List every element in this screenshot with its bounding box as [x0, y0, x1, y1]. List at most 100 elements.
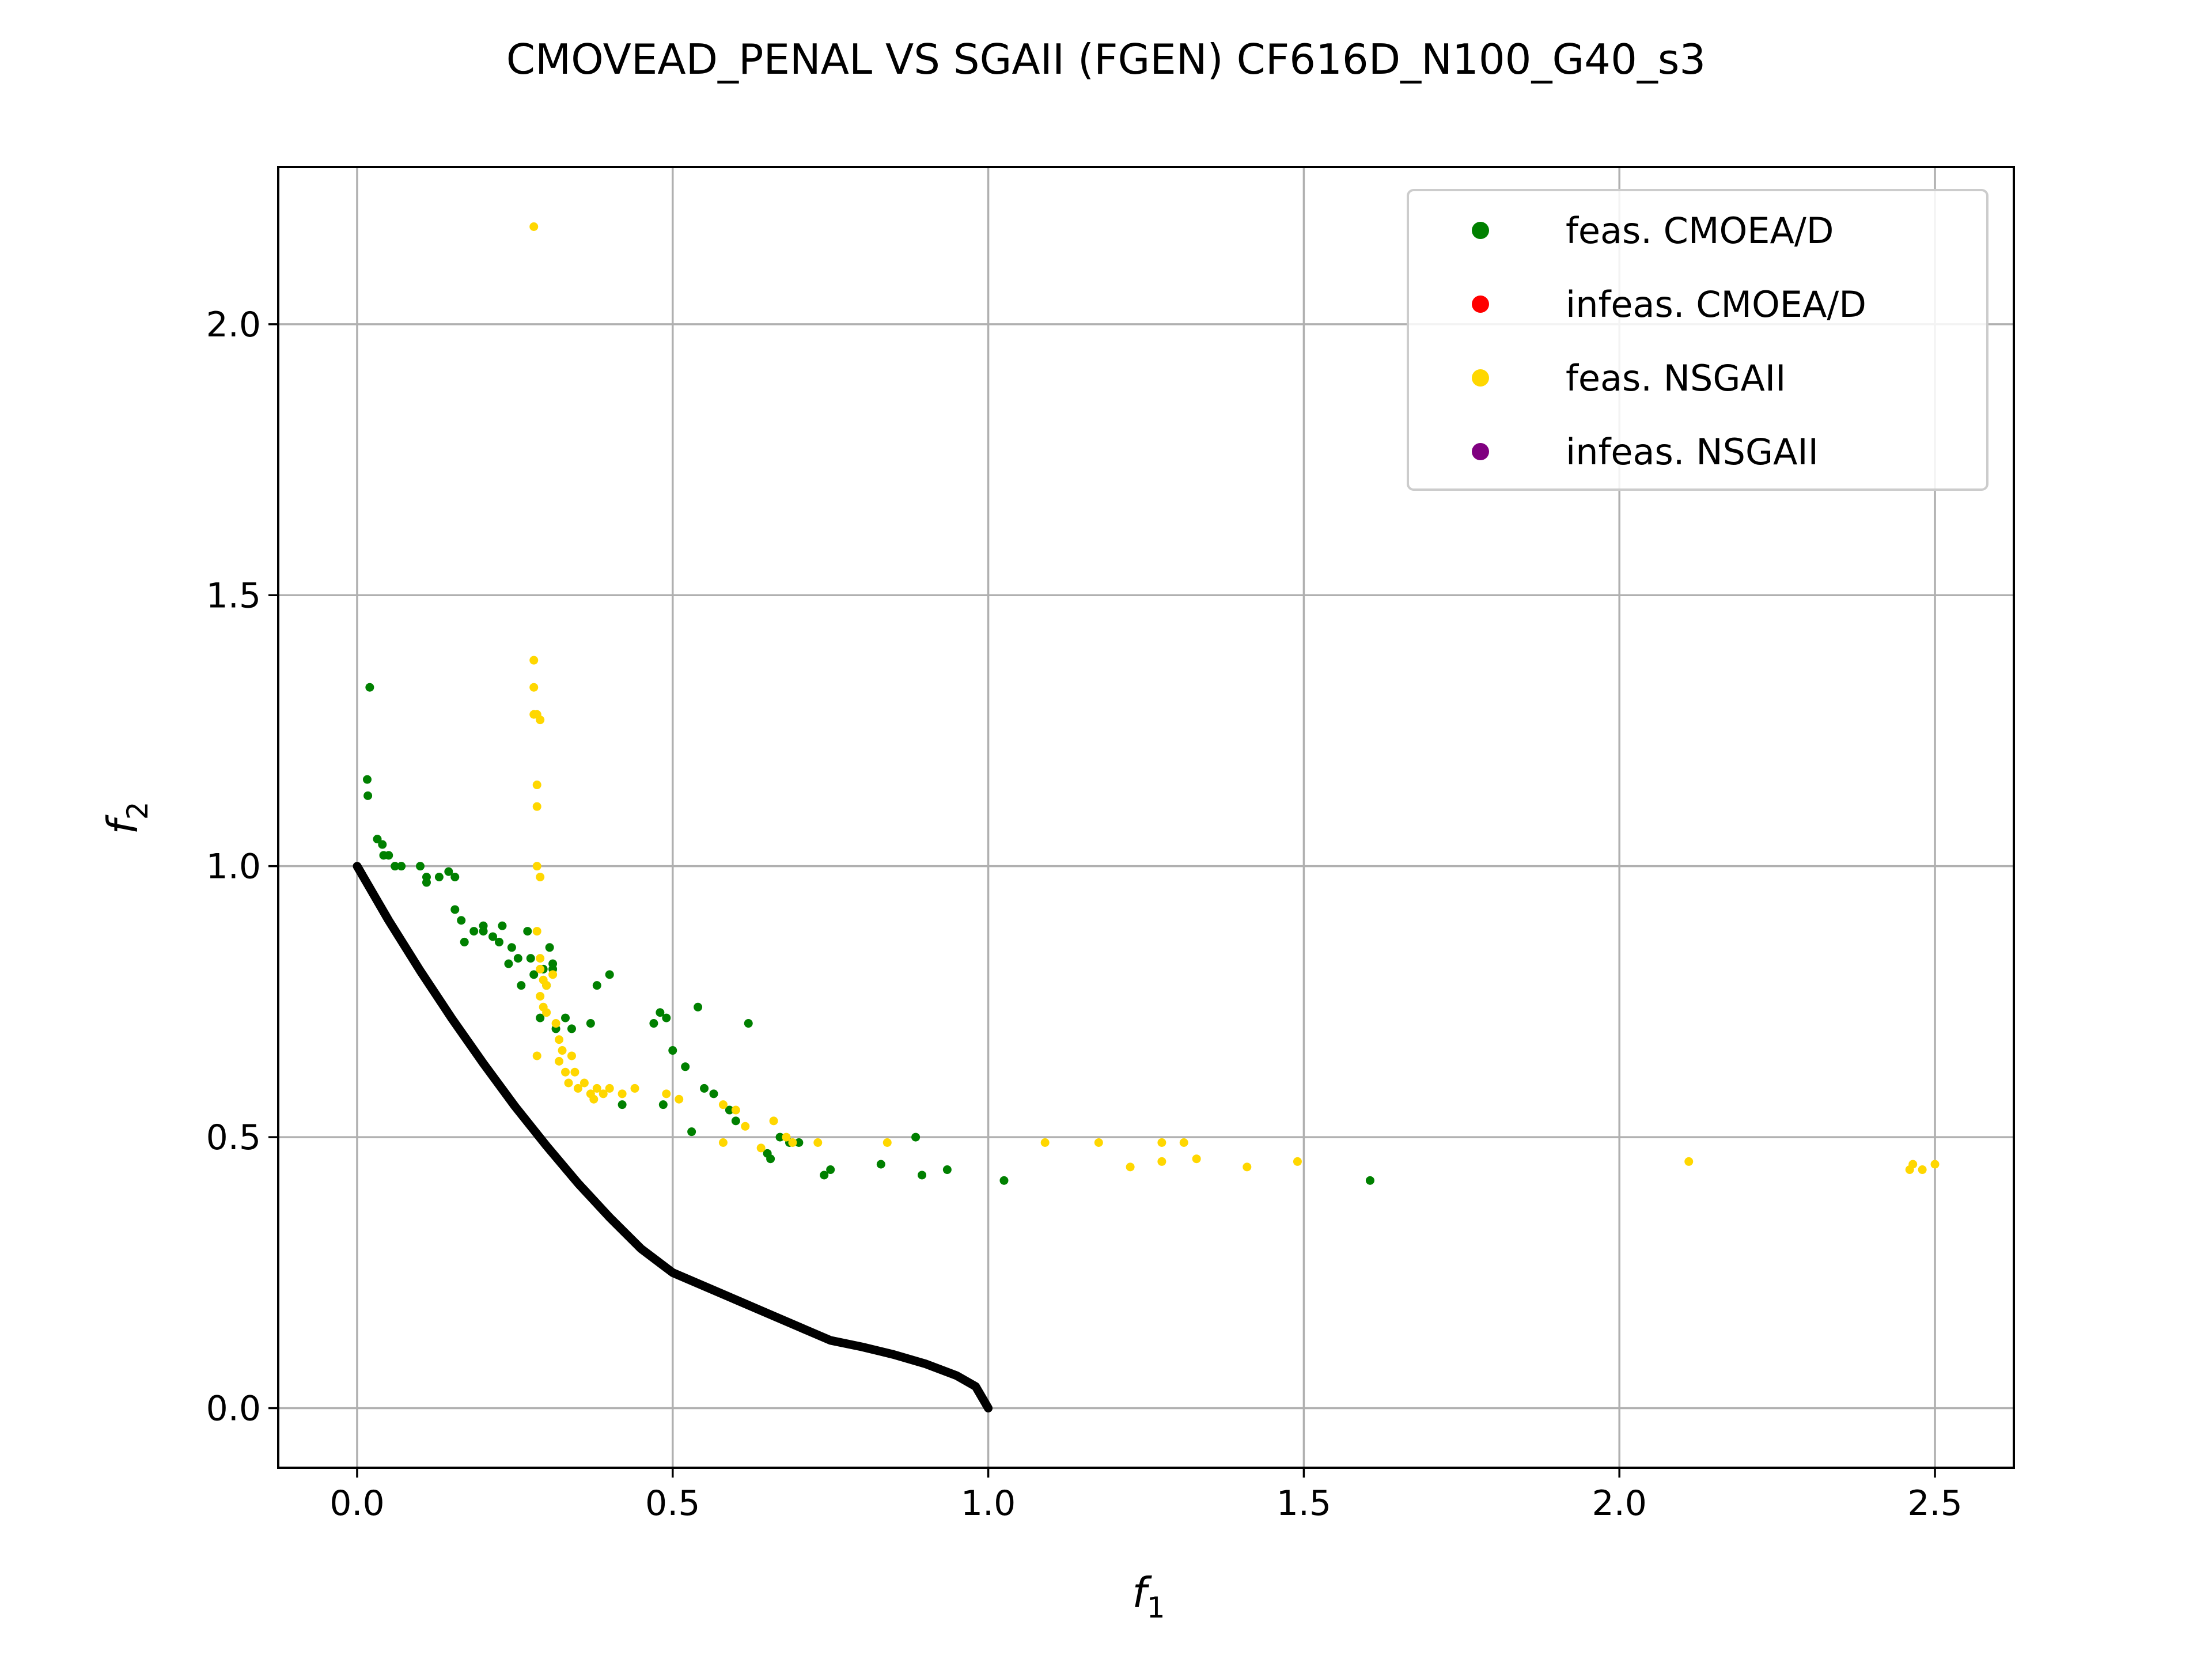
point-feas-cmoea-d — [999, 1176, 1009, 1185]
reference-front-point — [385, 916, 392, 924]
legend-frame — [1407, 189, 1988, 491]
reference-front-point — [922, 1360, 929, 1368]
point-feas-cmoea-d — [820, 1171, 829, 1180]
point-feas-nsgaii — [570, 1067, 579, 1077]
point-feas-cmoea-d — [422, 878, 431, 887]
reference-front-point — [972, 1382, 979, 1390]
point-feas-cmoea-d — [488, 932, 498, 941]
point-feas-cmoea-d — [567, 1024, 576, 1033]
reference-front-point — [795, 1323, 802, 1331]
reference-front-point — [858, 1343, 866, 1351]
point-feas-cmoea-d — [397, 862, 406, 871]
reference-front-point — [574, 1180, 582, 1187]
point-feas-cmoea-d — [378, 840, 387, 849]
point-feas-cmoea-d — [391, 862, 400, 871]
x-tick-label: 0.0 — [329, 1483, 384, 1524]
point-feas-cmoea-d — [709, 1089, 718, 1099]
y-axis: 0.0 0.5 1.0 1.5 2.0 — [206, 305, 278, 1429]
point-feas-nsgaii — [551, 1019, 560, 1028]
point-feas-cmoea-d — [918, 1171, 927, 1180]
point-feas-nsgaii — [536, 954, 545, 963]
point-feas-cmoea-d — [513, 954, 522, 963]
point-feas-cmoea-d — [731, 1116, 740, 1126]
point-feas-nsgaii — [536, 991, 545, 1001]
point-feas-cmoea-d — [605, 970, 614, 979]
point-feas-nsgaii — [564, 1078, 573, 1088]
point-feas-nsgaii — [630, 1084, 639, 1093]
reference-front-point — [700, 1282, 708, 1290]
point-feas-cmoea-d — [450, 872, 460, 881]
point-feas-cmoea-d — [457, 916, 466, 925]
point-feas-nsgaii — [529, 656, 539, 665]
point-feas-nsgaii — [573, 1084, 582, 1093]
point-feas-cmoea-d — [444, 867, 453, 876]
point-feas-cmoea-d — [700, 1084, 709, 1093]
legend-label: infeas. CMOEA/D — [1566, 283, 1866, 325]
reference-front-point — [984, 1404, 992, 1412]
point-feas-cmoea-d — [536, 1013, 545, 1022]
legend-label: feas. CMOEA/D — [1566, 210, 1834, 252]
point-feas-nsgaii — [605, 1084, 614, 1093]
point-feas-nsgaii — [529, 683, 539, 692]
point-feas-nsgaii — [741, 1122, 750, 1131]
point-feas-cmoea-d — [725, 1105, 734, 1115]
point-feas-nsgaii — [555, 1035, 564, 1044]
x-tick-label: 2.5 — [1907, 1483, 1962, 1524]
point-feas-cmoea-d — [794, 1138, 804, 1147]
point-feas-cmoea-d — [434, 872, 444, 881]
reference-front — [353, 862, 993, 1412]
point-feas-cmoea-d — [384, 851, 393, 860]
point-feas-cmoea-d — [469, 927, 479, 936]
point-feas-nsgaii — [592, 1084, 601, 1093]
data-points — [362, 222, 1940, 1185]
x-axis: 0.0 0.5 1.0 1.5 2.0 2.5 — [329, 1468, 1963, 1524]
point-feas-nsgaii — [1243, 1162, 1252, 1172]
point-feas-nsgaii — [532, 927, 541, 936]
point-feas-cmoea-d — [668, 1046, 677, 1055]
reference-front-point — [606, 1214, 613, 1221]
point-feas-nsgaii — [532, 781, 541, 790]
point-feas-cmoea-d — [450, 905, 460, 914]
point-feas-nsgaii — [718, 1138, 728, 1147]
legend: feas. CMOEA/D infeas. CMOEA/D feas. NSGAII… — [1407, 189, 1988, 491]
point-feas-nsgaii — [555, 1056, 564, 1066]
point-feas-nsgaii — [532, 862, 541, 871]
point-feas-nsgaii — [561, 1067, 570, 1077]
point-feas-cmoea-d — [1365, 1176, 1374, 1185]
point-feas-nsgaii — [813, 1138, 823, 1147]
chart-title: CMOVEAD_PENAL VS SGAII (FGEN) CF616D_N10… — [506, 35, 1706, 84]
point-feas-cmoea-d — [561, 1013, 570, 1022]
point-feas-nsgaii — [1179, 1138, 1188, 1147]
point-feas-nsgaii — [1126, 1162, 1135, 1172]
point-feas-cmoea-d — [826, 1165, 835, 1175]
reference-front-point — [890, 1351, 897, 1358]
point-feas-nsgaii — [1930, 1160, 1940, 1169]
point-feas-cmoea-d — [775, 1132, 785, 1142]
point-feas-cmoea-d — [362, 775, 372, 784]
point-feas-cmoea-d — [529, 970, 539, 979]
point-feas-cmoea-d — [662, 1013, 671, 1022]
reference-front-point — [953, 1372, 960, 1380]
point-feas-nsgaii — [558, 1046, 567, 1055]
point-feas-cmoea-d — [365, 683, 374, 692]
y-tick-label: 0.5 — [206, 1118, 261, 1158]
reference-front-point — [416, 967, 424, 975]
point-feas-nsgaii — [532, 802, 541, 811]
point-feas-nsgaii — [532, 1051, 541, 1060]
point-feas-cmoea-d — [548, 959, 558, 968]
point-feas-nsgaii — [782, 1132, 791, 1142]
point-feas-cmoea-d — [507, 943, 516, 952]
point-feas-nsgaii — [529, 222, 539, 231]
point-feas-nsgaii — [1684, 1157, 1694, 1166]
point-feas-cmoea-d — [545, 943, 554, 952]
reference-front-line — [353, 862, 993, 1412]
legend-label: feas. NSGAII — [1566, 357, 1786, 399]
point-feas-nsgaii — [1040, 1138, 1050, 1147]
point-feas-cmoea-d — [694, 1002, 703, 1012]
point-feas-nsgaii — [548, 970, 558, 979]
point-feas-nsgaii — [536, 715, 545, 725]
point-feas-nsgaii — [1157, 1138, 1166, 1147]
point-feas-cmoea-d — [494, 937, 503, 946]
point-feas-cmoea-d — [416, 862, 425, 871]
